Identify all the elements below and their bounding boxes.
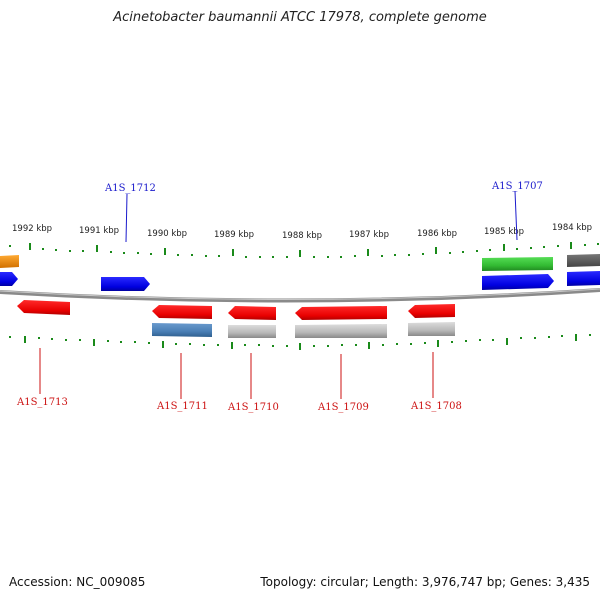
gene-arrow[interactable] [295, 306, 387, 320]
map-title: Acinetobacter baumannii ATCC 17978, comp… [113, 10, 487, 25]
gene-label[interactable]: A1S_1709 [317, 402, 369, 413]
tick-label: 1984 kbp [552, 223, 592, 233]
genome-summary-text: Topology: circular; Length: 3,976,747 bp… [260, 575, 590, 589]
tick-label: 1991 kbp [79, 226, 119, 236]
pseudo-gene[interactable] [0, 255, 19, 268]
genome-backbone [0, 288, 600, 303]
upper-tick-ring [9, 242, 599, 258]
gene-label[interactable]: A1S_1712 [104, 183, 156, 194]
gene-arrow[interactable] [17, 300, 70, 315]
other-feature[interactable] [408, 322, 455, 336]
gene-arrow[interactable] [567, 271, 600, 286]
other-feature[interactable] [567, 254, 600, 267]
gene-arrow[interactable] [228, 306, 276, 320]
gene-label[interactable]: A1S_1711 [156, 401, 208, 412]
gene-label[interactable]: A1S_1710 [227, 402, 279, 413]
label-leaders [39, 190, 518, 399]
lower-tick-ring [9, 334, 591, 350]
forward-genes [0, 254, 600, 291]
tick-label: 1992 kbp [12, 224, 52, 234]
tick-label: 1988 kbp [282, 231, 322, 241]
tick-label: 1986 kbp [417, 229, 457, 239]
gene-arrow[interactable] [408, 304, 455, 318]
other-feature[interactable] [295, 324, 387, 338]
tick-label: 1989 kbp [214, 230, 254, 240]
gene-label[interactable]: A1S_1707 [491, 181, 543, 192]
tick-label: 1990 kbp [147, 229, 187, 239]
reverse-genes [17, 300, 455, 338]
accession-text: Accession: NC_009085 [9, 575, 146, 589]
other-feature[interactable] [228, 325, 276, 338]
tick-label: 1987 kbp [349, 230, 389, 240]
gene-label[interactable]: A1S_1713 [16, 397, 68, 408]
gene-arrow[interactable] [101, 277, 150, 291]
gene-label[interactable]: A1S_1708 [410, 401, 462, 412]
tick-label: 1985 kbp [484, 227, 524, 237]
other-feature[interactable] [152, 323, 212, 337]
gene-arrow[interactable] [152, 305, 212, 319]
rna-gene[interactable] [482, 257, 553, 271]
gene-arrow[interactable] [482, 274, 554, 290]
gene-arrow[interactable] [0, 272, 18, 286]
